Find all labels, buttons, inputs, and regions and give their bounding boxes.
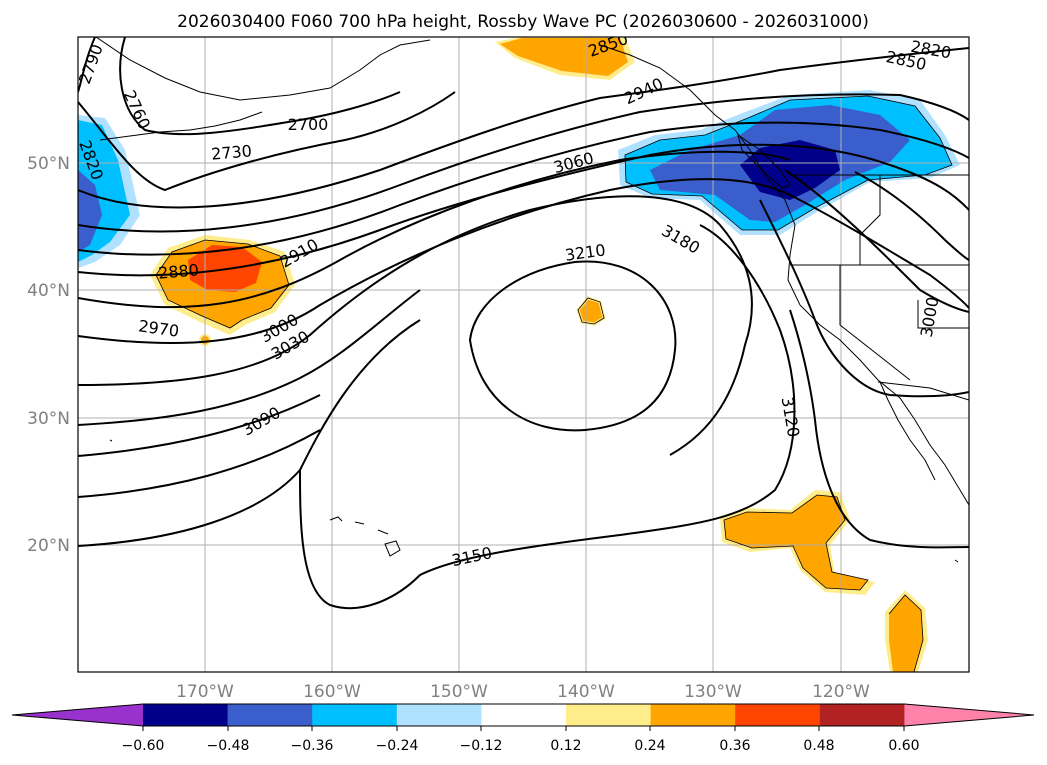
state-border-id — [859, 175, 881, 265]
colorbar-segment — [819, 704, 905, 726]
colorbar-segment — [396, 704, 482, 726]
shade-west-blue-dark — [78, 170, 102, 252]
contour-label-2700: 2700 — [288, 115, 329, 134]
lon-label-130w: 130°W — [684, 682, 742, 702]
baja-california — [879, 381, 936, 481]
lat-label-30n: 30°N — [27, 409, 70, 429]
shade-se-orange — [724, 495, 868, 590]
anomaly-outlines — [155, 95, 953, 672]
cb-label-5: −0.12 — [460, 738, 503, 754]
contour-label-2730: 2730 — [210, 141, 252, 163]
state-border-nv — [839, 265, 911, 381]
colorbar: −0.60 −0.48 −0.36 −0.24 −0.12 0.12 0.24 … — [11, 703, 1035, 754]
lon-label-140w: 140°W — [557, 682, 615, 702]
colorbar-tick-labels: −0.60 −0.48 −0.36 −0.24 −0.12 0.12 0.24 … — [122, 738, 920, 754]
colorbar-segment — [481, 704, 567, 726]
colorbar-segment — [227, 704, 313, 726]
colorbar-segment — [566, 704, 652, 726]
cb-label-3: −0.36 — [291, 738, 334, 754]
shade-north-orange — [500, 38, 628, 76]
cb-label-4: −0.24 — [376, 738, 419, 754]
lon-label-160w: 160°W — [303, 682, 361, 702]
lon-label-170w: 170°W — [176, 682, 234, 702]
cb-label-9: 0.48 — [803, 738, 834, 754]
colorbar-segments — [11, 703, 1035, 727]
map-frame — [77, 36, 970, 673]
colorbar-segment — [143, 704, 229, 726]
latitude-labels: 50°N 40°N 30°N 20°N — [27, 154, 70, 556]
colorbar-segment — [735, 704, 821, 726]
cb-label-1: −0.60 — [122, 738, 165, 754]
cb-label-7: 0.24 — [634, 738, 665, 754]
colorbar-segment — [650, 704, 736, 726]
cb-label-10: 0.60 — [888, 738, 919, 754]
lat-label-40n: 40°N — [27, 281, 70, 301]
map-panel: 2790 2760 2820 2700 2730 2850 2940 2820 … — [77, 36, 970, 673]
pacific-islands — [109, 439, 959, 563]
cb-label-2: −0.48 — [207, 738, 250, 754]
lon-label-150w: 150°W — [430, 682, 488, 702]
height-contours — [78, 37, 969, 610]
us-mexico-border — [877, 381, 969, 401]
state-border-az — [917, 300, 969, 329]
map-title: 2026030400 F060 700 hPa height, Rossby W… — [177, 12, 869, 32]
colorbar-segment — [12, 704, 143, 726]
north-america-coast — [787, 224, 969, 506]
lat-label-50n: 50°N — [27, 154, 70, 174]
shade-far-se-orange — [889, 595, 923, 672]
colorbar-ticks — [142, 726, 905, 731]
alaska-coast — [95, 37, 431, 101]
aleutian-chain — [99, 111, 263, 141]
contour-label-2880: 2880 — [157, 260, 199, 282]
colorbar-segment — [312, 704, 398, 726]
colorbar-segment — [904, 704, 1034, 726]
cb-label-6: 0.12 — [550, 738, 581, 754]
lat-label-20n: 20°N — [27, 536, 70, 556]
cb-label-8: 0.36 — [719, 738, 750, 754]
alaska-panhandle — [599, 44, 796, 226]
longitude-labels: 170°W 160°W 150°W 140°W 130°W 120°W — [176, 682, 870, 702]
lon-label-120w: 120°W — [812, 682, 870, 702]
hawaii — [329, 516, 401, 557]
coastlines — [95, 37, 969, 563]
